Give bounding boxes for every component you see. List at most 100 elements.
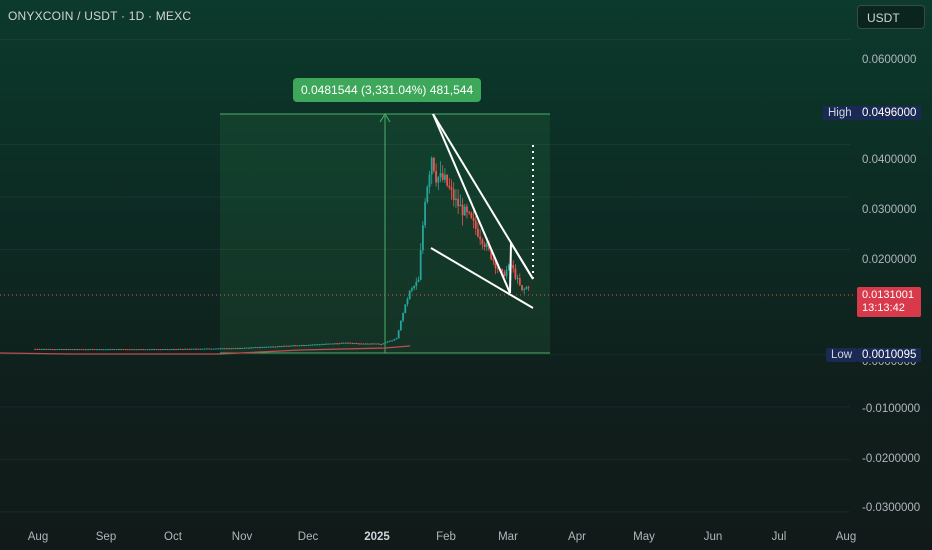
candle-body — [450, 187, 453, 190]
candle-body — [184, 348, 186, 350]
candle-body — [177, 348, 180, 350]
candle-body — [217, 348, 219, 350]
candle-body — [289, 345, 292, 347]
x-tick-label: Feb — [436, 531, 456, 543]
candle-body — [192, 348, 195, 350]
x-tick-label: Dec — [297, 531, 319, 543]
candle-body — [36, 348, 39, 350]
candle-body — [96, 349, 98, 351]
candle-body — [523, 289, 526, 291]
candle-body — [62, 349, 65, 351]
x-tick-label: Aug — [835, 531, 857, 543]
candle-body — [322, 343, 325, 345]
current-price-tag: 0.0131001 13:13:42 — [857, 287, 921, 317]
candle-body — [228, 348, 230, 350]
candle-body — [247, 347, 250, 349]
candle-body — [446, 174, 449, 186]
wedge-lower-line — [430, 247, 534, 309]
candle-body — [239, 347, 241, 349]
candle-body — [206, 348, 208, 350]
candle-body — [344, 342, 347, 344]
candle-body — [281, 346, 283, 348]
baseline-price-line — [0, 345, 411, 355]
candle-body — [186, 348, 189, 350]
candle-body — [111, 349, 114, 351]
candle-body — [210, 348, 213, 350]
candle-body — [349, 342, 352, 344]
symbol-title[interactable]: ONYXCOIN / USDT · 1D · MEXC — [8, 9, 192, 23]
candle-body — [463, 206, 466, 216]
candle-body — [459, 204, 462, 207]
candle-body — [60, 348, 63, 350]
candle-body — [104, 349, 107, 351]
candle-body — [76, 349, 78, 351]
candle-body — [208, 348, 211, 350]
candle-body — [181, 348, 184, 350]
candle-body — [65, 349, 67, 351]
x-tick-label: Sep — [95, 531, 117, 543]
y-tick-label: -0.0200000 — [862, 453, 921, 465]
candle-body — [386, 341, 389, 343]
candle-body — [455, 198, 457, 201]
candle-body — [230, 348, 233, 350]
x-tick-label: Mar — [498, 531, 518, 543]
candle-body — [501, 268, 504, 273]
candle-body — [505, 269, 508, 277]
candle-body — [265, 346, 268, 348]
candle-body — [441, 173, 444, 180]
candle-body — [298, 345, 301, 347]
y-tick-label: 0.0400000 — [862, 154, 917, 166]
candle-body — [197, 348, 200, 350]
candle-body — [448, 185, 451, 188]
candle-body — [311, 344, 314, 346]
candle-body — [430, 157, 433, 175]
high-label: High — [823, 106, 857, 120]
candle-body — [314, 344, 316, 346]
candle-body — [518, 278, 521, 286]
candle-body — [221, 348, 224, 350]
candle-body — [43, 348, 45, 350]
candle-body — [54, 349, 56, 351]
candle-body — [474, 220, 477, 229]
candle-body — [481, 239, 484, 245]
candle-body — [243, 347, 246, 349]
x-tick-label: Oct — [164, 531, 182, 543]
candle-body — [142, 349, 145, 351]
candle-body — [274, 346, 277, 348]
candle-body — [391, 340, 393, 342]
candle-body — [82, 349, 85, 351]
candle-body — [483, 244, 486, 247]
candle-body — [468, 211, 471, 213]
candle-body — [331, 343, 334, 345]
y-tick-label: -0.0100000 — [862, 403, 921, 415]
candle-body — [342, 342, 345, 344]
candle-body — [131, 349, 134, 351]
candle-body — [135, 349, 138, 351]
y-tick-label: -0.0300000 — [862, 502, 921, 514]
measure-arrow-head — [379, 113, 391, 123]
x-tick-label: Jul — [771, 531, 787, 543]
candle-body — [439, 173, 442, 178]
candle-body — [406, 298, 409, 305]
candle-body — [47, 348, 50, 350]
x-tick-label: Nov — [231, 531, 253, 543]
candle-body — [384, 342, 387, 344]
candle-body — [353, 343, 356, 345]
currency-button[interactable]: USDT — [857, 5, 925, 29]
candle-body — [159, 349, 162, 351]
candle-body — [507, 264, 510, 270]
candle-body — [410, 288, 413, 291]
candle-body — [219, 348, 222, 350]
candle-body — [424, 201, 427, 226]
candle-body — [285, 345, 288, 347]
candle-body — [109, 349, 112, 351]
candle-body — [38, 348, 41, 350]
candle-body — [241, 348, 244, 350]
candle-body — [122, 349, 125, 351]
candle-body — [49, 348, 52, 350]
candle-body — [73, 349, 76, 351]
candle-body — [333, 343, 336, 345]
candle-body — [485, 243, 488, 247]
candle-body — [263, 346, 266, 348]
